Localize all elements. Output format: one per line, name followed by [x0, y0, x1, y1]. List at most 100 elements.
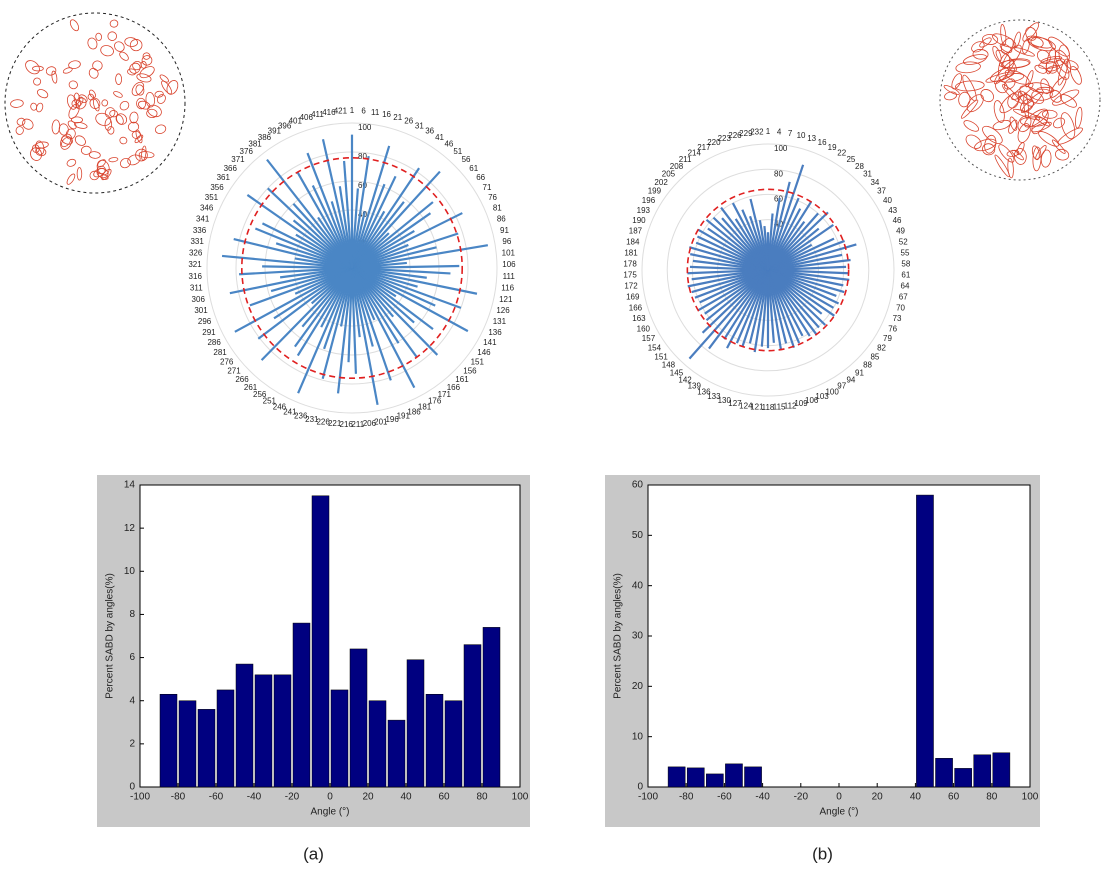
bar [973, 754, 992, 788]
inset-ellipse [1025, 26, 1038, 41]
angle-label: 16 [382, 110, 391, 119]
y-tick-label: 8 [129, 609, 135, 620]
angle-label: 121 [750, 403, 764, 412]
spoke [257, 267, 353, 340]
spoke [351, 167, 421, 269]
angle-label: 261 [244, 383, 258, 392]
angle-label: 291 [202, 328, 216, 337]
angle-label: 336 [193, 226, 207, 235]
reference-circle [686, 188, 850, 352]
reference-circle [241, 157, 463, 379]
angle-label: 6 [361, 107, 366, 116]
grid-ring [641, 143, 895, 397]
bar [387, 719, 406, 788]
inset-ellipse [1041, 109, 1058, 119]
y-tick-label: 2 [129, 738, 135, 749]
angle-label: 256 [253, 390, 267, 399]
spoke [351, 267, 439, 356]
spoke [221, 254, 353, 270]
spoke [311, 185, 353, 269]
inset-ellipse [982, 34, 999, 45]
bar [992, 752, 1011, 788]
spoke [351, 212, 463, 269]
angle-label: 226 [728, 131, 742, 140]
inset-ellipse [136, 73, 152, 83]
grid-ring [666, 168, 870, 372]
spoke [306, 152, 354, 269]
spoke [294, 267, 353, 348]
inset-ellipse [66, 94, 78, 110]
inset-ellipse [1045, 60, 1058, 74]
angle-label: 172 [624, 282, 638, 291]
angle-label: 145 [670, 368, 684, 377]
angle-label: 241 [283, 407, 297, 416]
angle-label: 76 [488, 193, 497, 202]
angle-label: 66 [476, 173, 485, 182]
y-tick-label: 10 [124, 566, 136, 577]
angle-label: 351 [205, 193, 219, 202]
angle-label: 246 [273, 402, 287, 411]
inset-ellipse [135, 84, 145, 96]
spoke [701, 269, 769, 334]
inset-ellipse [1011, 82, 1034, 101]
inset-ellipse [127, 154, 141, 166]
inset-ellipse [66, 158, 77, 167]
angle-label: 64 [901, 282, 910, 291]
angle-label: 346 [200, 204, 214, 213]
inset-ellipse [68, 60, 81, 70]
angle-label: 67 [899, 293, 908, 302]
inset-ellipse [75, 97, 87, 110]
y-tick-label: 0 [129, 782, 135, 793]
angle-label: 139 [688, 382, 702, 391]
angle-label: 223 [718, 134, 732, 143]
angle-label: 376 [240, 147, 254, 156]
inset-ellipse [1013, 148, 1027, 165]
spoke [260, 267, 353, 361]
inset-ellipse [80, 145, 92, 155]
spoke [351, 201, 434, 269]
inset-ellipse [1022, 38, 1030, 54]
y-tick-label: 6 [129, 652, 135, 663]
inset-ellipse [965, 134, 982, 149]
x-tick-label: 0 [836, 792, 842, 803]
spoke [351, 264, 460, 270]
angle-label: 127 [728, 399, 742, 408]
inset-ellipse [129, 111, 139, 124]
angle-label: 46 [893, 216, 902, 225]
angle-label: 141 [483, 338, 497, 347]
inset-ellipse [161, 80, 173, 95]
y-tick-label: 4 [129, 695, 135, 706]
inset-ellipse [45, 66, 57, 76]
angle-label: 396 [278, 121, 292, 130]
spoke [767, 211, 829, 271]
x-tick-label: 20 [872, 792, 884, 803]
inset-ellipse [109, 110, 118, 118]
angle-label: 81 [493, 204, 502, 213]
inset-ellipse [119, 158, 131, 169]
angle-label: 46 [444, 140, 453, 149]
angle-label: 416 [322, 108, 336, 117]
inset-ellipse [135, 148, 148, 162]
angle-label: 56 [462, 155, 471, 164]
angle-label: 148 [662, 361, 676, 370]
inset-ellipse [154, 124, 167, 134]
x-tick-label: -80 [679, 792, 694, 803]
angle-label: 361 [217, 173, 231, 182]
inset-ellipse [119, 136, 128, 145]
inset-ellipse [982, 143, 996, 156]
angle-label: 281 [213, 348, 227, 357]
r-tick-label: 100 [358, 123, 372, 132]
angle-label: 178 [623, 260, 637, 269]
spoke [351, 212, 432, 269]
inset-ellipse [16, 117, 26, 126]
angle-label: 58 [901, 260, 910, 269]
inset-ellipse [89, 97, 101, 109]
angle-label: 356 [210, 183, 224, 192]
angle-label: 41 [435, 133, 444, 142]
angle-label: 211 [351, 420, 364, 429]
angle-label: 61 [901, 271, 910, 280]
r-tick-label: 60 [358, 181, 367, 190]
inset-ellipse [127, 121, 140, 132]
x-tick-label: 100 [512, 792, 529, 803]
